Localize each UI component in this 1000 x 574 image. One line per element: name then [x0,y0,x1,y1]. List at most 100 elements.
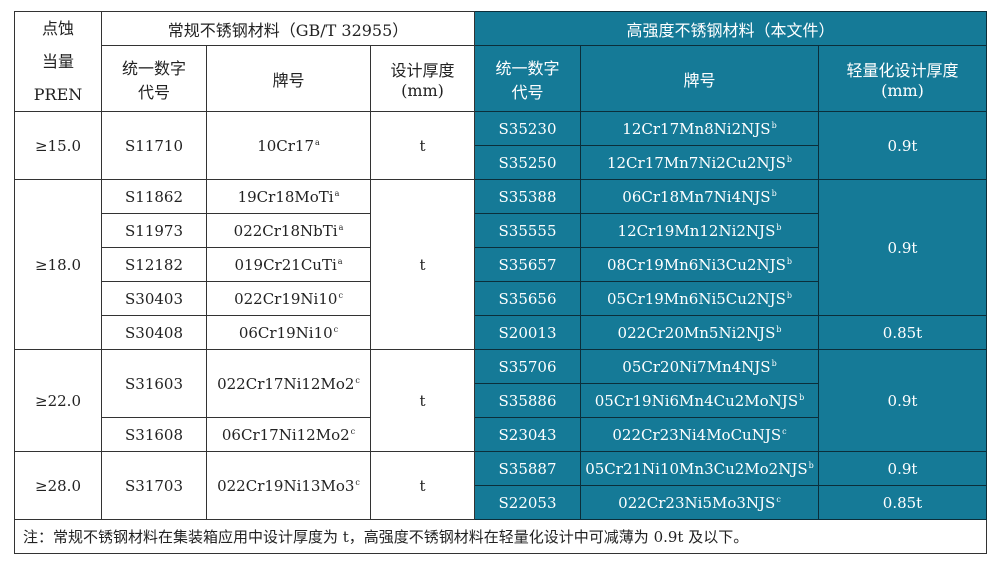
grade-cell: 022Cr19Ni10c [206,281,371,316]
code-cell-text: S11710 [125,136,183,155]
grade-cell-text: 10Cr17 [257,136,315,155]
hs-grade-cell-text: 022Cr23Ni4MoCuNJS [612,425,782,444]
thickness-cell-text: t [419,476,426,495]
footnote-mark: c [333,324,339,334]
hs-grade-cell-text: 05Cr19Ni6Mn4Cu2MoNJS [594,391,799,410]
thickness-cell-text: t [419,391,426,410]
code-cell-text: S11862 [125,187,183,206]
label: 统一数字 [495,58,560,78]
table-row: ≥28.0 S31703 022Cr19Ni13Mo3c t S35887 05Cr21N… [14,451,987,520]
conventional-title: 常规不锈钢材料（GB/T 32955） [101,11,475,46]
pren-value-text: ≥22.0 [35,391,81,410]
hs-grade-cell: 06Cr18Mn7Ni4NJSb [580,179,819,214]
pren-header-line: PREN [33,85,83,104]
code-cell-text: S31603 [125,374,183,393]
footnote-mark: b [776,324,782,334]
grade-cell: 022Cr19Ni13Mo3c [206,451,371,520]
hs-code-cell-text: S20013 [498,323,557,342]
table-row: ≥18.0 S11862 19Cr18MoTia t S35388 06Cr18Mn7Ni… [14,179,987,350]
hs-code-cell-text: S35555 [498,221,557,240]
grade-cell-text: 06Cr17Ni12Mo2 [221,425,350,444]
footnote-mark: a [337,256,343,266]
code-cell-text: S30403 [125,289,183,308]
table-row: ≥22.0 S31603 022Cr17Ni12Mo2c t S35706 05Cr20N… [14,349,987,452]
hs-code-cell: S23043 [474,417,581,452]
grade-cell: 022Cr17Ni12Mo2c [206,349,371,418]
light-thickness-cell-text: 0.85t [882,493,923,512]
hs-grade-header: 牌号 [580,45,819,112]
hs-grade-cell-text: 05Cr21Ni10Mn3Cu2Mo2NJS [585,459,808,478]
footnote-mark: b [771,120,777,130]
grade-header: 牌号 [206,45,371,112]
light-thickness-cell-text: 0.9t [887,391,918,410]
table-row: S22053 022Cr23Ni5Mo3NJSc 0.85t [15,485,987,520]
light-thickness-header: 轻量化设计厚度 (mm) [818,45,987,112]
grade-cell: 06Cr17Ni12Mo2c [206,417,371,452]
footnote-mark: c [355,477,360,487]
code-cell: S31703 [101,451,207,520]
pren-value-text: ≥28.0 [35,476,81,495]
light-thickness-cell: 0.85t [818,315,987,350]
code-header: 统一数字 代号 [101,45,207,112]
hs-grade-cell-text: 08Cr19Mn6Ni3Cu2NJS [606,255,786,274]
grade-cell-text: 022Cr18NbTi [233,221,338,240]
code-cell-text: S12182 [125,255,183,274]
hs-code-header: 统一数字 代号 [474,45,581,112]
table-row: S31608 06Cr17Ni12Mo2c S23043 022Cr23Ni4MoCu… [15,417,987,452]
hs-grade-cell: 05Cr20Ni7Mn4NJSb [580,349,819,384]
hs-grade-cell: 05Cr21Ni10Mn3Cu2Mo2NJSb [580,451,819,486]
footnote-mark: b [776,222,782,232]
thickness-cell-text: t [419,255,426,274]
grade-cell: 019Cr21CuTia [206,247,371,282]
code-cell-text: S31703 [125,476,183,495]
hs-grade-cell: 022Cr20Mn5Ni2NJSb [580,315,819,350]
grade-cell: 10Cr17a [206,111,371,180]
light-thickness-cell-text: 0.9t [887,459,918,478]
grade-cell-text: 022Cr19Ni10 [234,289,338,308]
table-row: S30403 022Cr19Ni10c S35656 05Cr19Mn6Ni5Cu2N… [15,281,987,316]
table-row: S12182 019Cr21CuTia S35657 08Cr19Mn6Ni3Cu2N… [15,247,987,282]
hs-code-cell: S35887 [474,451,581,486]
hs-grade-cell: 12Cr17Mn7Ni2Cu2NJSb [580,145,819,180]
code-cell-text: S31608 [125,425,183,444]
label: 代号 [137,82,170,102]
footnote-mark: c [782,426,787,436]
pren-header-line: 点蚀 [41,19,74,38]
hs-grade-cell: 022Cr23Ni5Mo3NJSc [580,485,819,520]
hs-grade-cell-text: 12Cr17Mn7Ni2Cu2NJS [606,153,786,172]
light-thickness-cell-text: 0.85t [882,323,923,342]
stainless-steel-comparison-table: 点蚀 当量 PREN 常规不锈钢材料（GB/T 32955） 高强度不锈钢材料（… [14,11,987,554]
high-strength-title: 高强度不锈钢材料（本文件） [474,11,987,46]
hs-code-cell: S35555 [474,213,581,248]
thickness-header: 设计厚度 (mm) [370,45,475,112]
grade-cell-text: 022Cr17Ni12Mo2 [217,374,355,393]
grade-cell: 19Cr18MoTia [206,179,371,214]
hs-code-cell: S35657 [474,247,581,282]
hs-code-cell: S35656 [474,281,581,316]
hs-grade-cell-text: 022Cr20Mn5Ni2NJS [617,323,776,342]
hs-code-cell: S35388 [474,179,581,214]
footnote-mark: a [315,137,320,147]
table-note: 注：常规不锈钢材料在集装箱应用中设计厚度为 t，高强度不锈钢材料在轻量化设计中可… [14,519,987,554]
footnote-mark: c [350,426,356,436]
hs-code-cell-text: S35887 [498,459,557,478]
pren-value: ≥22.0 [14,349,102,452]
table-row: S30408 06Cr19Ni10c S20013 022Cr20Mn5Ni2NJSb… [15,315,987,350]
hs-code-cell-text: S35388 [498,187,557,206]
table-row: S11973 022Cr18NbTia S35555 12Cr19Mn12Ni2NJS… [15,213,987,248]
label: (mm) [881,81,924,100]
grade-cell-text: 06Cr19Ni10 [238,323,333,342]
hs-grade-cell-text: 022Cr23Ni5Mo3NJS [618,493,776,512]
code-cell: S30408 [101,315,207,350]
hs-code-cell-text: S35230 [498,119,557,138]
label: 代号 [511,82,544,102]
hs-grade-cell-text: 12Cr17Mn8Ni2NJS [622,119,771,138]
hs-code-cell-text: S35706 [498,357,557,376]
hs-code-cell-text: S35250 [498,153,557,172]
light-thickness-cell: 0.9t [818,349,987,452]
hs-code-cell: S20013 [474,315,581,350]
label: 设计厚度 [390,61,455,80]
hs-code-cell-text: S35886 [498,391,557,410]
code-cell-text: S11973 [125,221,183,240]
hs-code-cell: S35706 [474,349,581,384]
